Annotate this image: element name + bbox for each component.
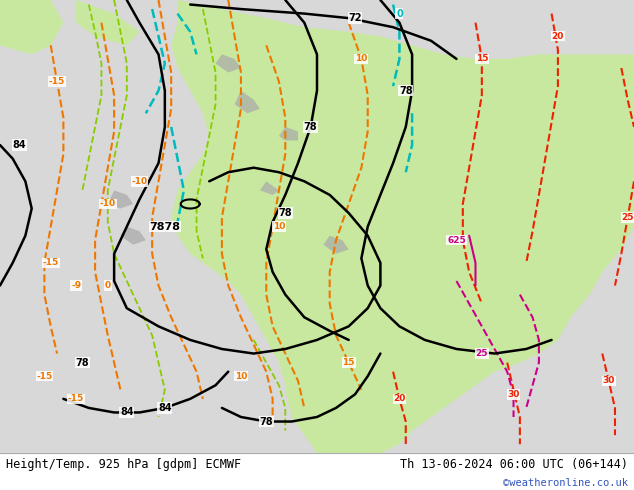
Text: 78: 78 bbox=[259, 416, 273, 426]
Text: 0: 0 bbox=[396, 9, 403, 19]
Text: 78: 78 bbox=[75, 358, 89, 368]
Text: -10: -10 bbox=[100, 199, 116, 208]
Text: 20: 20 bbox=[552, 32, 564, 41]
Text: 25: 25 bbox=[476, 349, 488, 358]
Text: 84: 84 bbox=[12, 140, 26, 150]
Text: -10: -10 bbox=[131, 177, 148, 186]
Text: -9: -9 bbox=[71, 281, 81, 290]
Text: 625: 625 bbox=[447, 236, 466, 245]
Text: -15: -15 bbox=[36, 372, 53, 381]
Polygon shape bbox=[279, 127, 298, 141]
Text: 15: 15 bbox=[342, 358, 355, 367]
Text: 78: 78 bbox=[399, 86, 413, 96]
Polygon shape bbox=[108, 191, 133, 209]
Text: Th 13-06-2024 06:00 UTC (06+144): Th 13-06-2024 06:00 UTC (06+144) bbox=[399, 458, 628, 471]
Text: 25: 25 bbox=[621, 213, 634, 222]
Polygon shape bbox=[76, 0, 139, 46]
Text: 78: 78 bbox=[278, 208, 292, 218]
Text: 30: 30 bbox=[602, 376, 615, 385]
Text: 78: 78 bbox=[304, 122, 318, 132]
Text: 7878: 7878 bbox=[150, 221, 180, 232]
Text: -15: -15 bbox=[68, 394, 84, 403]
Text: -15: -15 bbox=[49, 77, 65, 86]
Text: ©weatheronline.co.uk: ©weatheronline.co.uk bbox=[503, 478, 628, 488]
Text: 30: 30 bbox=[507, 390, 520, 399]
Text: 84: 84 bbox=[120, 408, 134, 417]
Polygon shape bbox=[120, 226, 146, 245]
Text: Height/Temp. 925 hPa [gdpm] ECMWF: Height/Temp. 925 hPa [gdpm] ECMWF bbox=[6, 458, 242, 471]
Polygon shape bbox=[171, 0, 634, 453]
Polygon shape bbox=[228, 191, 266, 222]
Text: 20: 20 bbox=[393, 394, 406, 403]
Polygon shape bbox=[216, 54, 241, 73]
Polygon shape bbox=[323, 236, 349, 254]
Polygon shape bbox=[260, 181, 279, 195]
Text: -15: -15 bbox=[42, 258, 59, 268]
Text: 72: 72 bbox=[348, 13, 362, 23]
Text: 0: 0 bbox=[105, 281, 111, 290]
Polygon shape bbox=[235, 91, 260, 113]
Polygon shape bbox=[0, 0, 63, 54]
Text: 15: 15 bbox=[476, 54, 488, 63]
Polygon shape bbox=[285, 304, 399, 453]
Polygon shape bbox=[209, 181, 235, 209]
Text: 10: 10 bbox=[355, 54, 368, 63]
Text: 84: 84 bbox=[158, 403, 172, 413]
Text: 10: 10 bbox=[273, 222, 285, 231]
Text: 10: 10 bbox=[235, 372, 247, 381]
